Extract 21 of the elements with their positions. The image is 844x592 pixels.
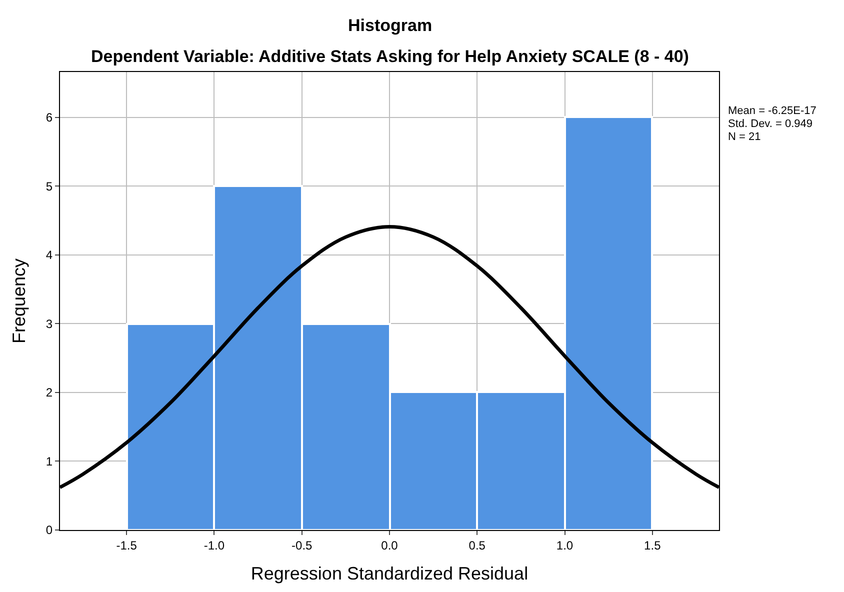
x-tick-label: 1.5 [644,538,662,552]
y-tick-label: 6 [46,110,53,125]
y-tick-label: 5 [46,179,53,194]
text: Mean = -6.25E-17 [728,105,816,117]
y-tick-label: 2 [46,386,53,400]
y-axis-title: Frequency [9,258,30,344]
y-tick-label: 1 [46,454,53,468]
y-tick-label: 0 [46,523,53,538]
x-tick-label: 0.5 [468,538,486,552]
x-tick-label: -1.0 [204,538,225,552]
text: N = 21 [728,131,761,143]
chart-subtitle: Dependent Variable: Additive Stats Asking for Help Anxiety SCALE (8 - 40) [91,47,689,66]
chart-title: Histogram [348,16,432,35]
x-tick-label: 0.0 [381,538,398,552]
x-tick-label: 1.0 [556,538,574,552]
x-axis-title: Regression Standardized Residual [250,564,528,584]
text: Std. Dev. = 0.949 [728,118,812,130]
x-tick-label: -1.5 [116,538,138,552]
x-tick-label: -0.5 [292,538,313,552]
y-tick-label: 3 [46,316,53,331]
y-tick-label: 4 [46,248,53,262]
